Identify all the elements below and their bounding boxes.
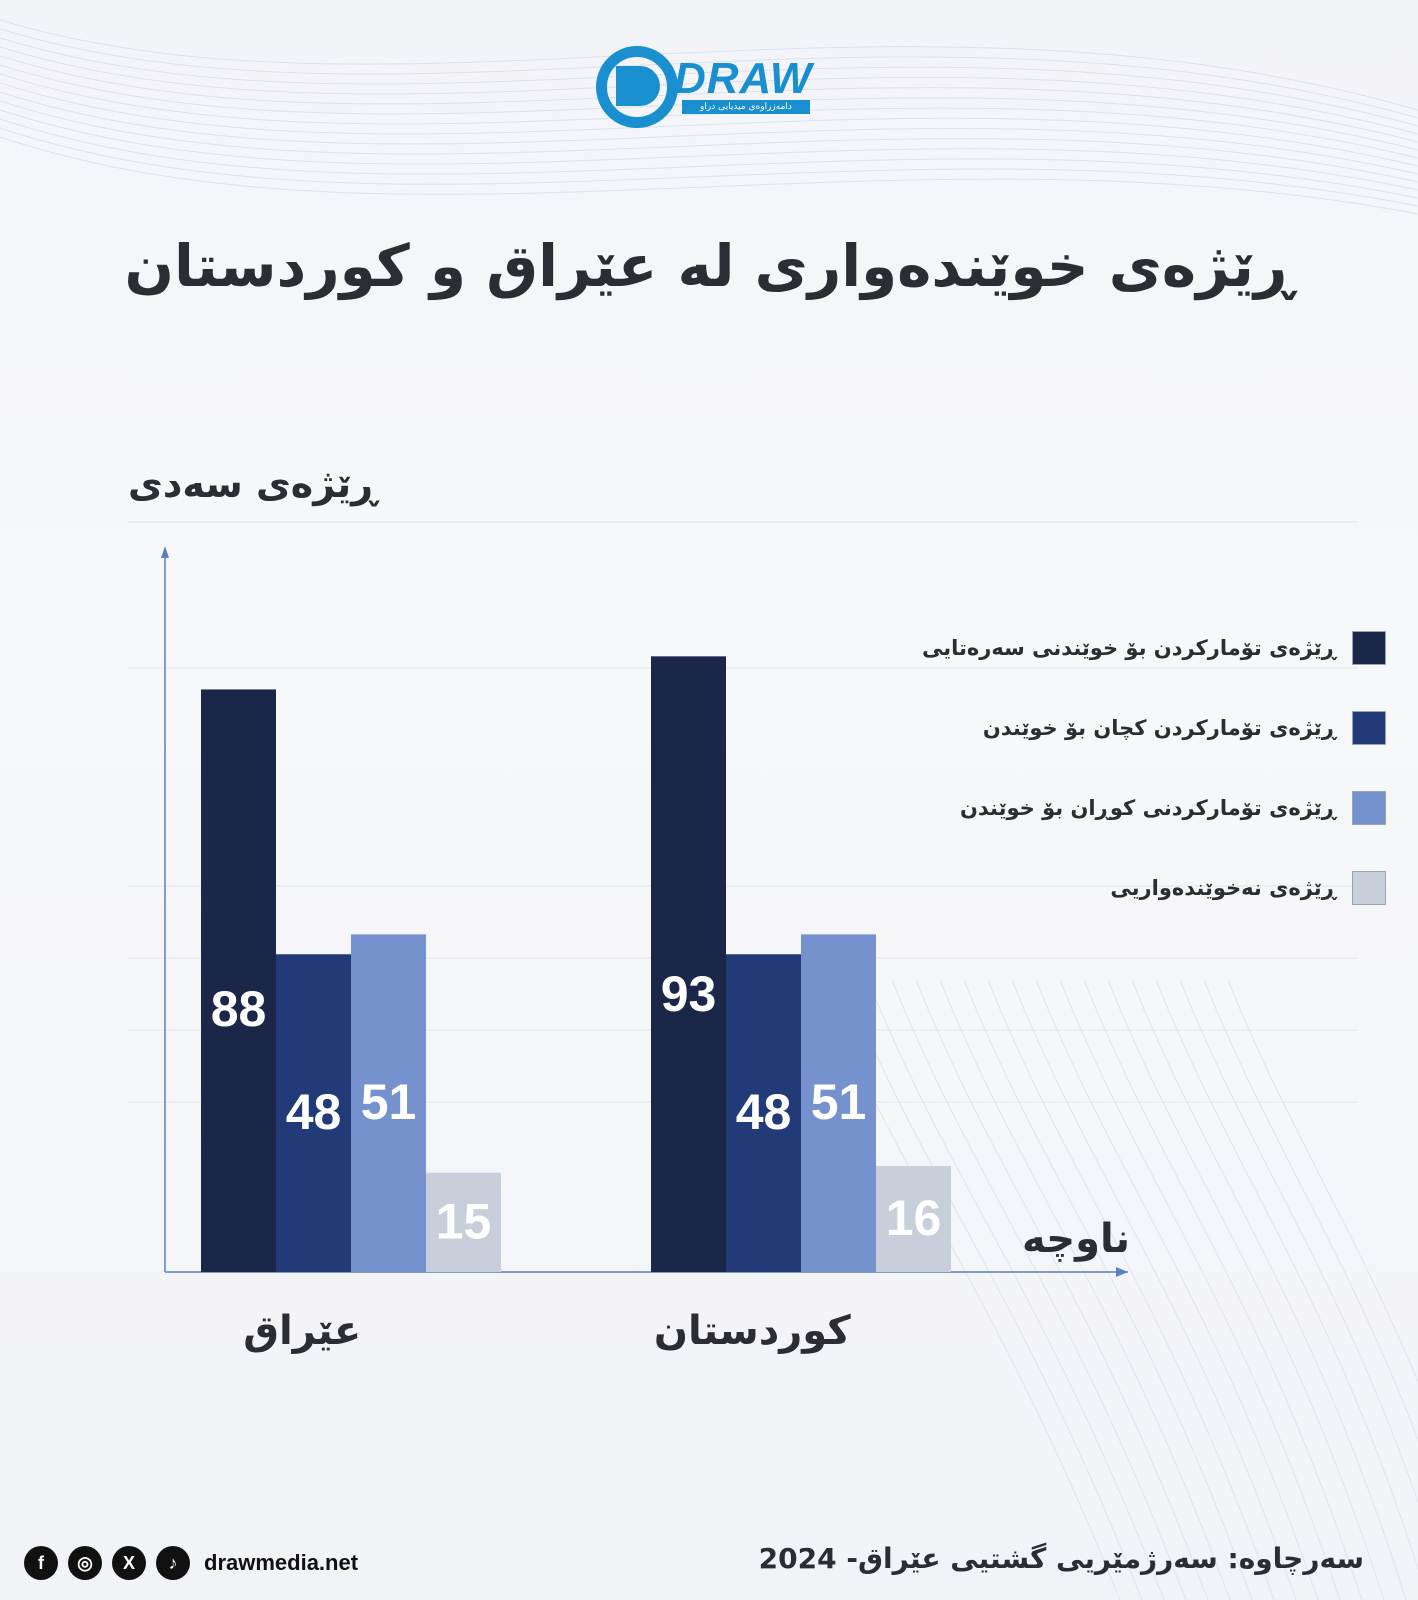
bar-value-label: 16 [886,1190,942,1246]
social-links: f ◎ X ♪ drawmedia.net [24,1546,358,1580]
website-link[interactable]: drawmedia.net [204,1550,359,1575]
background-wave-line [1059,979,1341,1600]
background-wave-line [1179,979,1418,1504]
bar-value-label: 48 [286,1084,342,1140]
bar-value-label: 88 [211,981,267,1037]
x-axis-label: ناوچە [1022,1216,1130,1262]
legend-swatch [1352,871,1386,905]
category-label: عێراق [243,1308,361,1354]
x-axis-arrow-icon [1116,1267,1128,1277]
logo-circle-icon [596,46,678,128]
logo-d-icon [616,66,660,106]
bar-iraq-series-3 [351,934,426,1272]
logo-text: DRAW [674,54,813,103]
bar-value-label: 51 [811,1074,867,1130]
bar-iraq-series-2 [276,954,351,1272]
chart-title: ڕێژەی خوێندەواری لە عێراق و کوردستان [124,232,1294,300]
background-wave-line [987,979,1275,1600]
bar-kurdistan-series-3 [801,934,876,1272]
logo-subtitle: دامەزراوەی میدیایی دراو [682,100,810,114]
legend-item: ڕێژەی تۆمارکردنی کوڕان بۆ خوێندن [826,790,1386,826]
background-wave-line [867,979,1165,1600]
legend-label: ڕێژەی تۆمارکردن بۆ خوێندنی سەرەتایی [922,636,1336,660]
background-wave-line [0,118,1418,199]
facebook-icon[interactable]: f [24,1546,58,1580]
background-wave-line [843,979,1143,1600]
bar-chart: 88 48 51 15 عێراق 93 48 51 16 کوردستان [128,521,1358,1354]
background-wave-line [915,979,1209,1600]
bar-kurdistan-series-2 [726,954,801,1272]
background-wave-line [1083,979,1363,1600]
bar-iraq-series-1 [201,689,276,1272]
bar-value-label: 48 [736,1084,792,1140]
source-note: سەرچاوە: سەرژمێریی گشتیی عێراق- 2024 [758,1542,1364,1575]
background-wave-line [1107,979,1385,1600]
background-wave-line [1227,979,1418,1384]
y-axis-arrow-icon [161,546,169,558]
legend-swatch [1352,711,1386,745]
background-wave-line [939,979,1231,1600]
background-wave-line [1203,979,1418,1442]
legend-label: ڕێژەی تۆمارکردنی کوڕان بۆ خوێندن [959,796,1336,820]
bar-kurdistan-series-4 [876,1166,951,1272]
tiktok-icon[interactable]: ♪ [156,1546,190,1580]
bar-kurdistan-series-1 [651,656,726,1272]
background-wave-line [0,127,1418,207]
instagram-icon[interactable]: ◎ [68,1546,102,1580]
legend-item: ڕێژەی نەخوێندەواریی [826,870,1386,906]
bar-value-label: 93 [661,966,717,1022]
background-wave-line [963,979,1253,1600]
y-axis-label: ڕێژەی سەدی [128,462,378,506]
legend-item: ڕێژەی تۆمارکردن بۆ خوێندنی سەرەتایی [826,630,1386,666]
background-wave-line [0,19,1418,111]
background-wave-line [0,91,1418,175]
legend-label: ڕێژەی نەخوێندەواریی [1110,876,1336,900]
legend-label: ڕێژەی تۆمارکردن کچان بۆ خوێندن [982,716,1336,740]
legend-swatch [1352,631,1386,665]
background-wave-line [1011,979,1297,1600]
bar-value-label: 15 [436,1193,492,1249]
category-label: کوردستان [654,1308,851,1354]
legend-swatch [1352,791,1386,825]
background-wave-line [1035,979,1319,1600]
background-wave-line [0,109,1418,191]
legend-item: ڕێژەی تۆمارکردن کچان بۆ خوێندن [826,710,1386,746]
bar-value-label: 51 [361,1074,417,1130]
background-wave-line [1131,979,1407,1600]
background-wave-line [0,136,1418,215]
background-wave-line [891,979,1187,1600]
background-wave-line [0,82,1418,167]
x-icon[interactable]: X [112,1546,146,1580]
bar-iraq-series-4 [426,1172,501,1272]
background-wave-line [0,100,1418,183]
background-wave-line [1155,979,1418,1570]
draw-logo: DRAW دامەزراوەی میدیایی دراو [596,44,826,134]
